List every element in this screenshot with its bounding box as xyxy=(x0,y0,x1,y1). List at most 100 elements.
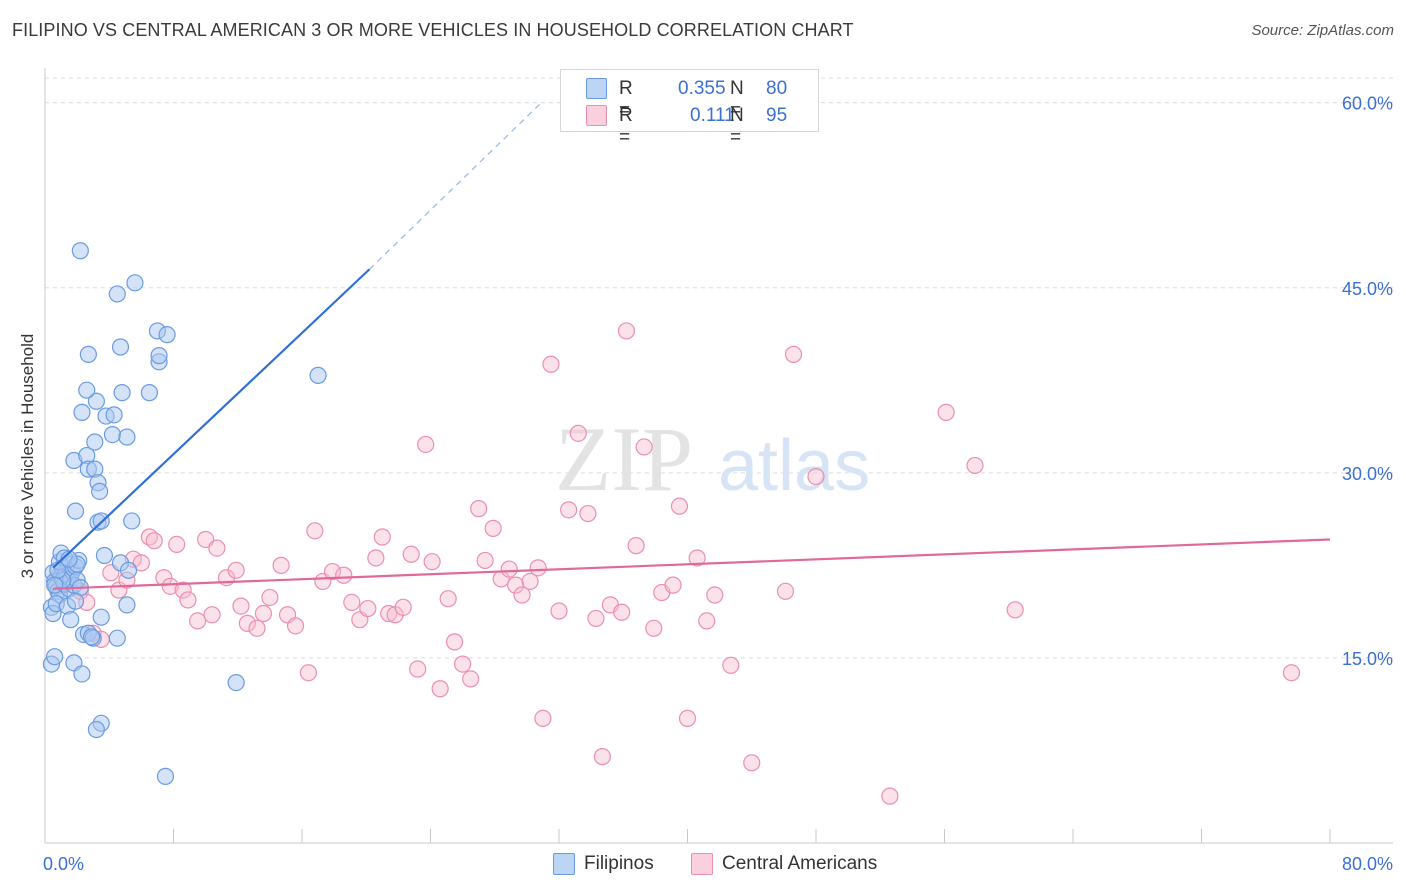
data-point-central-americans xyxy=(688,549,706,567)
n-label: N = xyxy=(730,78,744,121)
data-point-central-americans xyxy=(248,619,266,637)
data-point-central-americans xyxy=(343,593,361,611)
data-point-filipinos xyxy=(108,629,126,647)
data-point-central-americans xyxy=(168,535,186,554)
data-point-filipinos xyxy=(91,482,109,500)
series-filipinos xyxy=(42,242,327,785)
n-value: 95 xyxy=(766,105,788,126)
data-point-filipinos xyxy=(66,502,85,520)
data-point-central-americans xyxy=(227,561,245,579)
data-point-central-americans xyxy=(645,619,663,637)
data-point-central-americans xyxy=(445,633,464,651)
y-tick-label: 45.0% xyxy=(1342,279,1393,299)
data-point-filipinos xyxy=(73,403,91,421)
data-point-filipinos xyxy=(103,425,122,444)
data-point-filipinos xyxy=(140,384,159,402)
data-point-central-americans xyxy=(664,576,682,594)
data-point-central-americans xyxy=(208,539,226,557)
data-point-central-americans xyxy=(179,591,197,609)
data-point-central-americans xyxy=(670,497,689,515)
chart-title: FILIPINO VS CENTRAL AMERICAN 3 OR MORE V… xyxy=(12,20,854,40)
data-point-filipinos xyxy=(92,608,110,626)
data-point-filipinos xyxy=(227,673,245,692)
data-point-central-americans xyxy=(188,612,207,630)
data-point-filipinos xyxy=(46,648,64,666)
data-point-central-americans xyxy=(238,614,256,632)
y-tick-label: 15.0% xyxy=(1342,649,1393,669)
data-point-central-americans xyxy=(232,597,250,615)
data-point-filipinos xyxy=(113,384,131,402)
data-point-central-americans xyxy=(417,435,435,454)
data-point-central-americans xyxy=(678,709,697,727)
data-point-filipinos xyxy=(158,326,176,344)
data-point-central-americans xyxy=(394,598,412,616)
trendline-filipinos-extension xyxy=(369,102,542,270)
data-point-central-americans xyxy=(402,545,420,563)
data-point-filipinos xyxy=(71,242,89,260)
data-point-central-americans xyxy=(698,612,716,630)
x-tick-label: 80.0% xyxy=(1342,854,1393,874)
y-tick-label: 60.0% xyxy=(1342,94,1393,114)
data-point-filipinos xyxy=(86,433,104,451)
data-point-central-americans xyxy=(706,586,724,604)
legend-swatch-filipinos xyxy=(553,853,575,875)
data-point-central-americans xyxy=(881,787,899,805)
data-point-filipinos xyxy=(73,665,91,683)
data-point-central-americans xyxy=(423,553,441,571)
data-point-central-americans xyxy=(359,599,377,618)
data-point-central-americans xyxy=(409,660,427,678)
data-point-filipinos xyxy=(79,345,97,363)
data-point-filipinos xyxy=(119,561,138,579)
correlation-legend: R = 0.355 N = 80 R = 0.111 N = 95 xyxy=(560,69,819,148)
data-point-filipinos xyxy=(126,274,144,292)
data-point-central-americans xyxy=(439,590,457,608)
data-point-filipinos xyxy=(123,512,141,530)
data-point-central-americans xyxy=(613,603,631,621)
data-point-central-americans xyxy=(306,522,324,540)
data-point-filipinos xyxy=(66,592,85,610)
watermark-zip: ZIP xyxy=(555,408,693,510)
data-point-central-americans xyxy=(272,556,290,574)
data-point-central-americans xyxy=(529,559,547,577)
data-point-central-americans xyxy=(161,577,179,595)
watermark: ZIP atlas xyxy=(555,408,870,510)
data-point-central-americans xyxy=(635,438,653,456)
data-point-filipinos xyxy=(156,767,175,785)
data-point-central-americans xyxy=(1006,601,1024,619)
data-point-central-americans xyxy=(593,748,611,766)
data-point-central-americans xyxy=(484,519,502,537)
r-label: R = xyxy=(619,78,633,121)
data-point-central-americans xyxy=(367,549,385,567)
r-value: 0.111 xyxy=(690,105,735,126)
data-point-central-americans xyxy=(807,467,825,486)
data-point-filipinos xyxy=(95,546,114,565)
data-point-central-americans xyxy=(431,680,449,698)
data-point-central-americans xyxy=(1282,664,1301,682)
legend-label-filipinos: Filipinos xyxy=(584,853,654,874)
data-point-central-americans xyxy=(380,604,398,623)
data-point-central-americans xyxy=(776,582,795,600)
data-point-filipinos xyxy=(87,392,106,410)
data-point-central-americans xyxy=(587,609,605,628)
legend-label-central-americans: Central Americans xyxy=(722,853,878,874)
trend-lines xyxy=(52,102,1331,590)
r-label: R = xyxy=(619,105,633,148)
data-point-central-americans xyxy=(542,355,560,373)
y-axis-title: 3 or more Vehicles in Household xyxy=(18,333,37,579)
data-point-central-americans xyxy=(617,322,636,340)
n-value: 80 xyxy=(766,78,788,99)
data-point-central-americans xyxy=(454,655,472,673)
data-point-filipinos xyxy=(150,347,168,365)
data-point-central-americans xyxy=(476,551,494,570)
data-point-central-americans xyxy=(966,456,984,475)
data-point-central-americans xyxy=(373,528,391,546)
data-point-central-americans xyxy=(197,530,215,549)
grid-layer xyxy=(45,77,1393,659)
data-point-central-americans xyxy=(534,709,552,727)
data-point-filipinos xyxy=(108,285,126,303)
data-point-filipinos xyxy=(46,576,64,594)
data-point-central-americans xyxy=(132,554,150,572)
data-point-central-americans xyxy=(470,500,488,518)
tick-labels: 15.0% 30.0% 45.0% 60.0% 0.0% 80.0% xyxy=(43,94,1393,874)
